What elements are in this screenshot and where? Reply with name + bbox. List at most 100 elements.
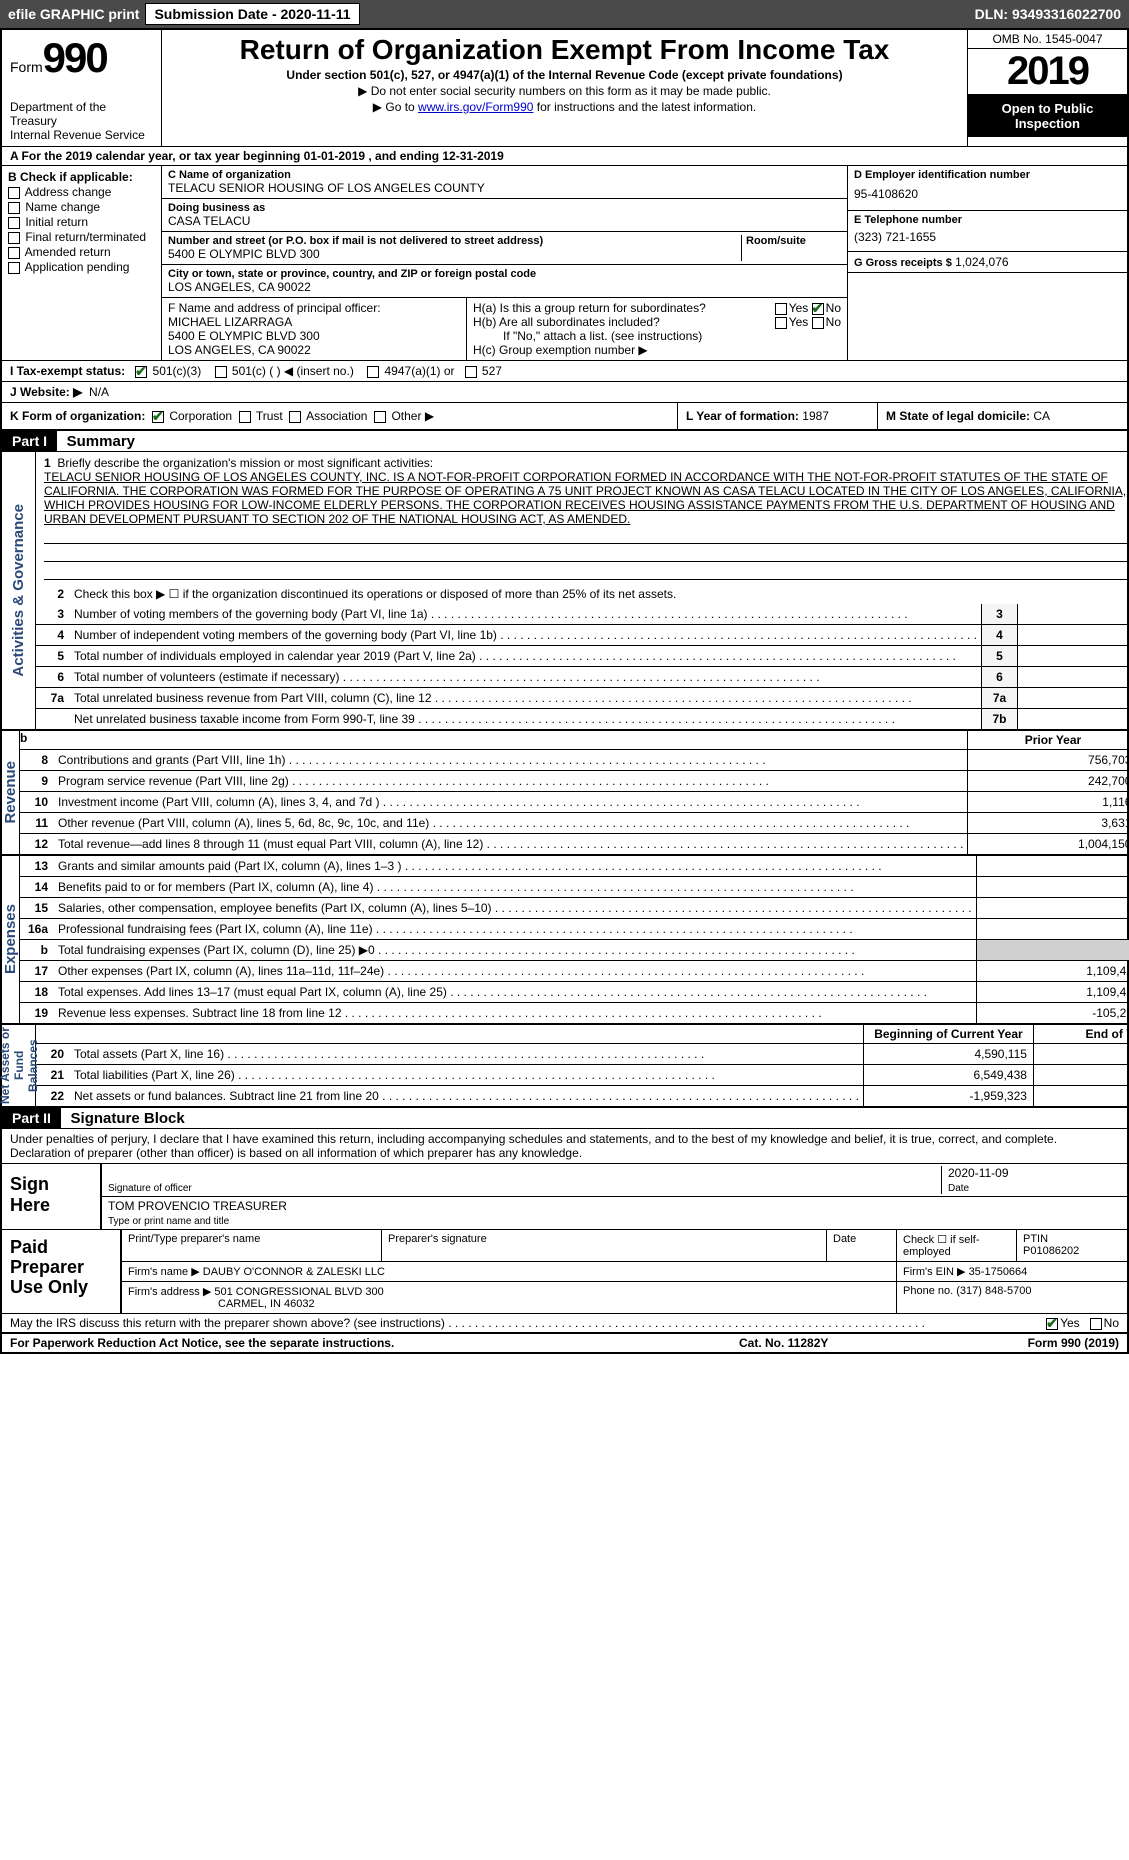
efile-label: efile GRAPHIC print <box>8 6 139 22</box>
line-15: 15Salaries, other compensation, employee… <box>20 898 1129 919</box>
gross-receipts: 1,024,076 <box>955 255 1008 269</box>
ha-yes[interactable] <box>775 303 787 315</box>
form-subtitle: Under section 501(c), 527, or 4947(a)(1)… <box>170 68 959 82</box>
form-number: 990 <box>43 34 107 81</box>
mission-text: TELACU SENIOR HOUSING OF LOS ANGELES COU… <box>44 470 1126 526</box>
discuss-line: May the IRS discuss this return with the… <box>2 1314 1127 1334</box>
header-mid: Return of Organization Exempt From Incom… <box>162 30 967 146</box>
note-link: ▶ Go to www.irs.gov/Form990 for instruct… <box>170 100 959 114</box>
footer: For Paperwork Reduction Act Notice, see … <box>2 1334 1127 1352</box>
officer-name-title: TOM PROVENCIO TREASURER <box>108 1199 287 1213</box>
chk-app-pending[interactable]: Application pending <box>8 260 155 274</box>
chk-name-change[interactable]: Name change <box>8 200 155 214</box>
chk-trust[interactable] <box>239 411 251 423</box>
firm-city: CARMEL, IN 46032 <box>128 1298 315 1310</box>
revenue-col-headers: b Prior Year Current Year <box>20 731 1129 750</box>
omb-number: OMB No. 1545-0047 <box>968 30 1127 49</box>
chk-501c[interactable] <box>215 366 227 378</box>
h-c: H(c) Group exemption number ▶ <box>473 343 841 357</box>
part2-header: Part II Signature Block <box>2 1108 1127 1129</box>
sign-date: 2020-11-09 <box>948 1166 1009 1180</box>
box-d: D Employer identification number 95-4108… <box>848 166 1127 211</box>
firm-name: DAUBY O'CONNOR & ZALESKI LLC <box>203 1266 385 1278</box>
mission-block: 1 Briefly describe the organization's mi… <box>36 452 1129 584</box>
h-a: H(a) Is this a group return for subordin… <box>473 301 841 315</box>
box-c: C Name of organization TELACU SENIOR HOU… <box>162 166 847 360</box>
form-word: Form <box>10 59 43 75</box>
irs-link[interactable]: www.irs.gov/Form990 <box>418 100 533 114</box>
org-name-cell: C Name of organization TELACU SENIOR HOU… <box>162 166 847 199</box>
gov-line-5: 5Total number of individuals employed in… <box>36 646 1129 667</box>
form-990-document: Form990 Department of the Treasury Inter… <box>0 28 1129 1354</box>
vlabel-net: Net Assets or Fund Balances <box>0 1025 40 1106</box>
sign-here-label: Sign Here <box>2 1164 102 1229</box>
line-klm: K Form of organization: Corporation Trus… <box>2 403 1127 431</box>
line-18: 18Total expenses. Add lines 13–17 (must … <box>20 982 1129 1003</box>
col-de: D Employer identification number 95-4108… <box>847 166 1127 360</box>
form-title: Return of Organization Exempt From Incom… <box>170 34 959 66</box>
chk-527[interactable] <box>465 366 477 378</box>
year-formed: 1987 <box>802 409 829 423</box>
h-b-note: If "No," attach a list. (see instruction… <box>473 329 841 343</box>
line-13: 13Grants and similar amounts paid (Part … <box>20 856 1129 877</box>
line-19: 19Revenue less expenses. Subtract line 1… <box>20 1003 1129 1023</box>
section-governance: Activities & Governance 1 Briefly descri… <box>2 452 1127 731</box>
ptin: P01086202 <box>1023 1245 1079 1257</box>
org-name: TELACU SENIOR HOUSING OF LOS ANGELES COU… <box>168 181 841 195</box>
gov-line-7b: Net unrelated business taxable income fr… <box>36 709 1129 729</box>
chk-amended[interactable]: Amended return <box>8 245 155 259</box>
open-inspection: Open to Public Inspection <box>968 95 1127 137</box>
chk-corp[interactable] <box>152 411 164 423</box>
firm-phone: (317) 848-5700 <box>956 1285 1031 1297</box>
note-ssn: ▶ Do not enter social security numbers o… <box>170 84 959 98</box>
line-m: M State of legal domicile: CA <box>877 403 1127 429</box>
officer-addr2: LOS ANGELES, CA 90022 <box>168 343 460 357</box>
part1-header: Part I Summary <box>2 431 1127 452</box>
section-expenses: Expenses 13Grants and similar amounts pa… <box>2 856 1127 1025</box>
ein: 95-4108620 <box>854 181 1121 207</box>
box-h: H(a) Is this a group return for subordin… <box>467 298 847 360</box>
chk-4947[interactable] <box>367 366 379 378</box>
paperwork-notice: For Paperwork Reduction Act Notice, see … <box>10 1336 739 1350</box>
vlabel-governance: Activities & Governance <box>10 504 27 677</box>
dln: DLN: 93493316022700 <box>975 6 1121 22</box>
chk-address-change[interactable]: Address change <box>8 185 155 199</box>
firm-ein: 35-1750664 <box>969 1266 1028 1278</box>
state-domicile: CA <box>1033 409 1050 423</box>
chk-initial-return[interactable]: Initial return <box>8 215 155 229</box>
perjury-statement: Under penalties of perjury, I declare th… <box>2 1129 1127 1164</box>
row-fh: F Name and address of principal officer:… <box>162 298 847 360</box>
chk-other[interactable] <box>374 411 386 423</box>
line-l: L Year of formation: 1987 <box>677 403 877 429</box>
sign-here-row: Sign Here Signature of officer 2020-11-0… <box>2 1164 1127 1230</box>
discuss-no[interactable] <box>1090 1318 1102 1330</box>
firm-addr: 501 CONGRESSIONAL BLVD 300 <box>214 1286 383 1298</box>
chk-final-return[interactable]: Final return/terminated <box>8 230 155 244</box>
line-8: 8Contributions and grants (Part VIII, li… <box>20 750 1129 771</box>
row-a-tax-year: A For the 2019 calendar year, or tax yea… <box>2 147 1127 166</box>
chk-501c3[interactable] <box>135 366 147 378</box>
line-b: bTotal fundraising expenses (Part IX, co… <box>20 940 1129 961</box>
line-j: J Website: ▶ N/A <box>2 382 1127 403</box>
line-22: 22Net assets or fund balances. Subtract … <box>36 1086 1129 1106</box>
gov-line-4: 4Number of independent voting members of… <box>36 625 1129 646</box>
section-net-assets: Net Assets or Fund Balances Beginning of… <box>2 1025 1127 1108</box>
box-b-label: B Check if applicable: <box>8 170 155 184</box>
ha-no[interactable] <box>812 303 824 315</box>
line-14: 14Benefits paid to or for members (Part … <box>20 877 1129 898</box>
chk-assoc[interactable] <box>289 411 301 423</box>
line-21: 21Total liabilities (Part X, line 26)6,5… <box>36 1065 1129 1086</box>
vlabel-expenses: Expenses <box>2 904 19 974</box>
signature-block: Under penalties of perjury, I declare th… <box>2 1129 1127 1314</box>
tax-year: 2019 <box>968 49 1127 95</box>
street-address: 5400 E OLYMPIC BLVD 300 <box>168 247 741 261</box>
discuss-yes[interactable] <box>1046 1318 1058 1330</box>
hb-no[interactable] <box>812 317 824 329</box>
net-col-headers: Beginning of Current Year End of Year <box>36 1025 1129 1044</box>
addr-cell: Number and street (or P.O. box if mail i… <box>162 232 847 265</box>
hb-yes[interactable] <box>775 317 787 329</box>
dept-label: Department of the Treasury Internal Reve… <box>10 100 153 142</box>
gov-line-2: 2Check this box ▶ ☐ if the organization … <box>36 584 1129 604</box>
dba-cell: Doing business as CASA TELACU <box>162 199 847 232</box>
vlabel-revenue: Revenue <box>2 761 19 824</box>
